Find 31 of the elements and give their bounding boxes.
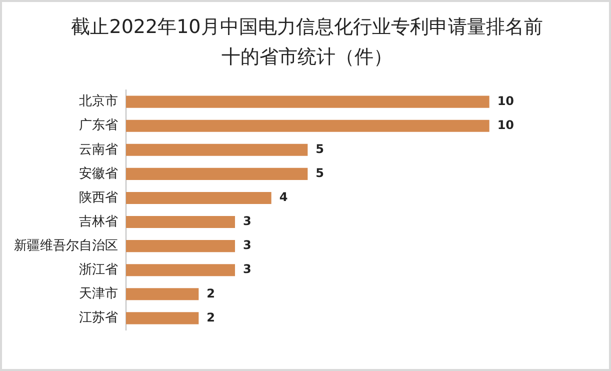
y-tick-label: 新疆维吾尔自治区 — [14, 238, 118, 254]
y-tick-label: 江苏省 — [79, 310, 118, 326]
bar — [126, 240, 235, 252]
bar — [126, 120, 490, 132]
bar — [126, 192, 272, 204]
y-tick-label: 吉林省 — [79, 214, 118, 230]
data-label: 3 — [243, 262, 252, 276]
y-tick-label: 陕西省 — [79, 190, 118, 206]
chart-title: 截止2022年10月中国电力信息化行业专利申请量排名前十的省市统计（件） — [70, 15, 544, 70]
data-label: 5 — [316, 142, 324, 156]
data-label: 2 — [206, 286, 216, 300]
data-label: 4 — [279, 190, 288, 204]
bar — [126, 144, 308, 156]
bar — [126, 168, 308, 180]
bar — [126, 216, 235, 228]
data-label: 10 — [497, 118, 514, 132]
data-label: 3 — [243, 214, 252, 228]
data-label: 5 — [316, 166, 324, 180]
y-tick-label: 广东省 — [79, 118, 118, 134]
y-tick-label: 天津市 — [79, 286, 118, 302]
data-label: 3 — [243, 238, 252, 252]
y-tick-label: 云南省 — [79, 142, 118, 158]
bar — [126, 96, 490, 108]
data-label: 2 — [206, 310, 216, 324]
bar — [126, 264, 235, 276]
y-tick-label: 安徽省 — [79, 165, 118, 182]
y-tick-label: 北京市 — [79, 94, 118, 110]
y-tick-label: 浙江省 — [79, 262, 118, 278]
data-label: 10 — [497, 94, 514, 108]
bar — [126, 288, 199, 300]
bar — [126, 312, 199, 324]
